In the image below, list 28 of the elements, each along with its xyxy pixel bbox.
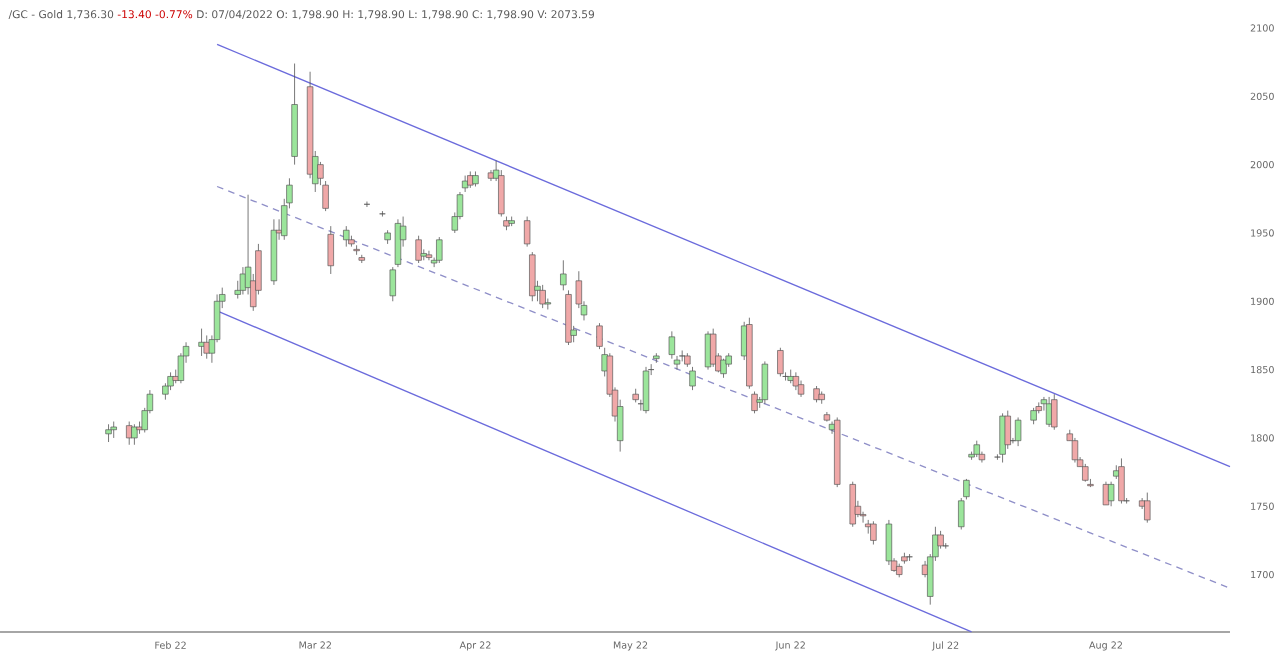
candlestick bbox=[668, 330, 676, 360]
candlestick bbox=[105, 423, 112, 443]
candlestick bbox=[849, 481, 856, 528]
candlestick bbox=[1004, 410, 1011, 450]
candlestick bbox=[110, 421, 117, 439]
candlestick bbox=[436, 236, 443, 264]
candlestick bbox=[1144, 492, 1151, 524]
candlestick bbox=[710, 328, 717, 368]
candlestick bbox=[1014, 417, 1022, 447]
candlestick bbox=[885, 519, 893, 566]
candlestick bbox=[389, 266, 396, 302]
candlestick bbox=[353, 244, 360, 256]
candlestick bbox=[1051, 393, 1058, 431]
candlestick bbox=[498, 169, 505, 217]
candlestick bbox=[560, 259, 567, 291]
candlestick bbox=[870, 520, 877, 545]
candlestick bbox=[1071, 437, 1079, 463]
candlestick bbox=[461, 175, 469, 193]
candlestick bbox=[865, 519, 872, 534]
candlestick bbox=[596, 322, 603, 350]
candlestick bbox=[327, 225, 334, 275]
candlestick bbox=[1102, 481, 1110, 506]
candlestick bbox=[642, 366, 650, 414]
candlestick bbox=[523, 216, 531, 248]
candlestick bbox=[777, 347, 784, 377]
candlestick bbox=[942, 542, 949, 550]
candlestick bbox=[679, 350, 686, 362]
candlestick bbox=[689, 366, 696, 391]
